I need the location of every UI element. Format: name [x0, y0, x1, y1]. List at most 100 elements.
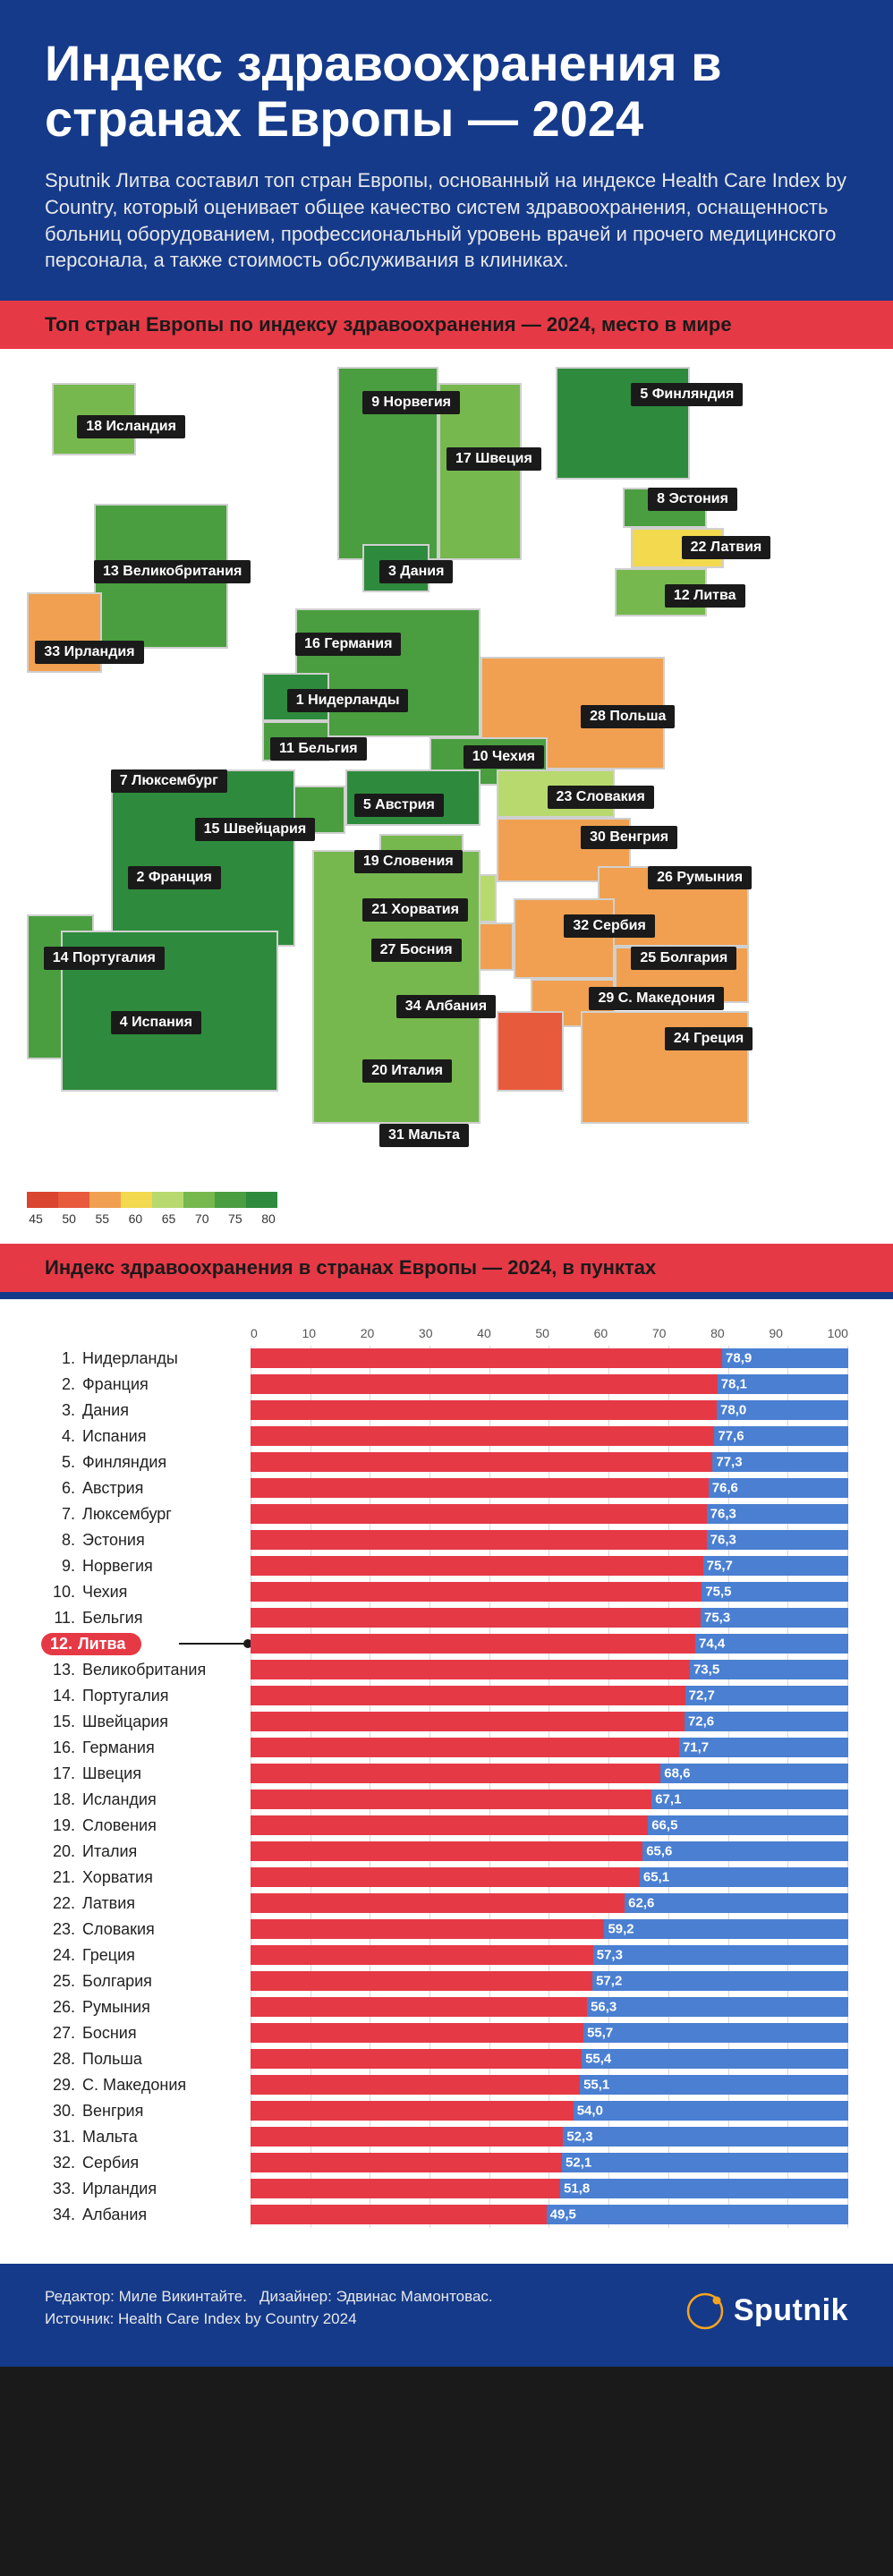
legend-segment	[121, 1192, 152, 1208]
bar-value-blue	[642, 1841, 848, 1861]
bar-value-blue	[587, 1997, 848, 2017]
bar-value-text: 76,3	[710, 1507, 736, 1522]
map-label: 10 Чехия	[464, 745, 544, 769]
chart-row-label: 8. Эстония	[45, 1531, 251, 1550]
rank-number: 19.	[45, 1816, 75, 1835]
chart-row-bars: 77,3	[251, 1452, 848, 1472]
chart-row-label: 10.Чехия	[45, 1583, 251, 1602]
map-label: 18 Исландия	[77, 415, 185, 438]
country-name: Бельгия	[82, 1609, 142, 1628]
country-name: Австрия	[82, 1479, 143, 1498]
chart-row-label: 34.Албания	[45, 2206, 251, 2224]
highlight-pill: 12.Литва	[41, 1633, 141, 1655]
chart-row-bars: 54,0	[251, 2101, 848, 2121]
map-label: 30 Венгрия	[581, 826, 677, 849]
map-label: 1 Нидерланды	[287, 689, 409, 712]
chart-row: 3.Дания78,0	[45, 1398, 848, 1424]
bar-value-red	[251, 2127, 563, 2147]
bar-value-red	[251, 2205, 547, 2224]
chart-row-label: 16. Германия	[45, 1739, 251, 1757]
bar-value-text: 75,3	[704, 1611, 730, 1626]
bar-value-text: 49,5	[550, 2207, 576, 2223]
legend-segment	[152, 1192, 183, 1208]
chart-row: 5. Финляндия 77,3	[45, 1450, 848, 1475]
map-label: 26 Румыния	[648, 866, 752, 889]
country-name: Босния	[82, 2024, 137, 2043]
legend-segment	[27, 1192, 58, 1208]
chart-row-bars: 55,4	[251, 2049, 848, 2069]
sputnik-wordmark: Sputnik	[734, 2293, 848, 2328]
rank-number: 8.	[45, 1531, 75, 1550]
rank-number: 23.	[45, 1920, 75, 1939]
legend-tick: 45	[18, 1211, 54, 1226]
bar-value-text: 77,3	[716, 1455, 742, 1470]
chart-row: 31.Мальта52,3	[45, 2124, 848, 2150]
bar-value-text: 71,7	[683, 1740, 709, 1756]
chart-row-bars: 71,7	[251, 1738, 848, 1757]
bar-value-blue	[593, 1945, 848, 1965]
country-name: Люксембург	[82, 1505, 172, 1524]
map-label: 24 Греция	[665, 1027, 753, 1050]
editor-label: Редактор:	[45, 2288, 115, 2305]
chart-row-label: 27.Босния	[45, 2024, 251, 2043]
bar-value-text: 77,6	[718, 1429, 744, 1444]
chart-x-axis: 0102030405060708090100	[45, 1326, 848, 1340]
bar-value-blue	[604, 1919, 848, 1939]
chart-row-bars: 76,3	[251, 1504, 848, 1524]
chart-row: 14.Португалия72,7	[45, 1683, 848, 1709]
rank-number: 15.	[45, 1713, 75, 1731]
bar-value-text: 51,8	[564, 2181, 590, 2197]
bar-value-red	[251, 1945, 593, 1965]
map-area: 18 Исландия9 Норвегия5 Финляндия17 Швеци…	[27, 367, 866, 1172]
chart-row-bars: 78,1	[251, 1374, 848, 1394]
chart-row-bars: 51,8	[251, 2179, 848, 2198]
chart-row-label: 4.Испания	[45, 1427, 251, 1446]
country-name: Финляндия	[82, 1453, 166, 1472]
chart-row-label: 14.Португалия	[45, 1687, 251, 1705]
chart-row: 21.Хорватия65,1	[45, 1865, 848, 1891]
bar-value-red	[251, 1478, 709, 1498]
bar-value-red	[251, 1452, 712, 1472]
chart-row-label: 31.Мальта	[45, 2128, 251, 2147]
bar-value-red	[251, 1634, 695, 1654]
chart-row-label: 5. Финляндия	[45, 1453, 251, 1472]
country-name: Швеция	[82, 1764, 141, 1783]
legend-segment	[215, 1192, 246, 1208]
bar-value-red	[251, 1867, 640, 1887]
bar-value-red	[251, 1686, 685, 1705]
rank-number: 34.	[45, 2206, 75, 2224]
rank-number: 16.	[45, 1739, 75, 1757]
bar-value-red	[251, 2023, 583, 2043]
map-label: 33 Ирландия	[35, 641, 143, 664]
map-label: 32 Сербия	[564, 914, 655, 938]
country-name: Нидерланды	[82, 1349, 178, 1368]
legend-tick: 75	[217, 1211, 253, 1226]
bar-value-text: 56,3	[591, 2000, 617, 2015]
country-name: Венгрия	[82, 2102, 143, 2121]
designer-name: Эдвинас Мамонтовас.	[336, 2288, 493, 2305]
map-label: 20 Италия	[362, 1059, 452, 1083]
bar-value-text: 76,6	[712, 1481, 738, 1496]
rank-number: 31.	[45, 2128, 75, 2147]
rank-number: 5.	[45, 1453, 75, 1472]
country-name: Германия	[82, 1739, 155, 1757]
country-name: Италия	[82, 1842, 137, 1861]
chart-row-bars: 75,7	[251, 1556, 848, 1576]
bar-value-red	[251, 1997, 587, 2017]
chart-row-label: 19.Словения	[45, 1816, 251, 1835]
page-subtitle: Sputnik Литва составил топ стран Европы,…	[45, 167, 848, 274]
bar-value-text: 73,5	[693, 1662, 719, 1678]
bar-value-blue	[560, 2179, 848, 2198]
chart-row-bars: 68,6	[251, 1764, 848, 1783]
chart-row-bars: 49,5	[251, 2205, 848, 2224]
map-label: 3 Дания	[379, 560, 453, 583]
legend-tick: 50	[51, 1211, 87, 1226]
country-name: Португалия	[82, 1687, 169, 1705]
chart-row-bars: 52,1	[251, 2153, 848, 2172]
country-name: Болгария	[82, 1972, 152, 1991]
bar-value-text: 75,5	[705, 1585, 731, 1600]
x-tick: 50	[535, 1326, 549, 1340]
bar-value-red	[251, 1764, 660, 1783]
country-name: Эстония	[82, 1531, 145, 1550]
bar-value-text: 52,1	[566, 2155, 591, 2171]
